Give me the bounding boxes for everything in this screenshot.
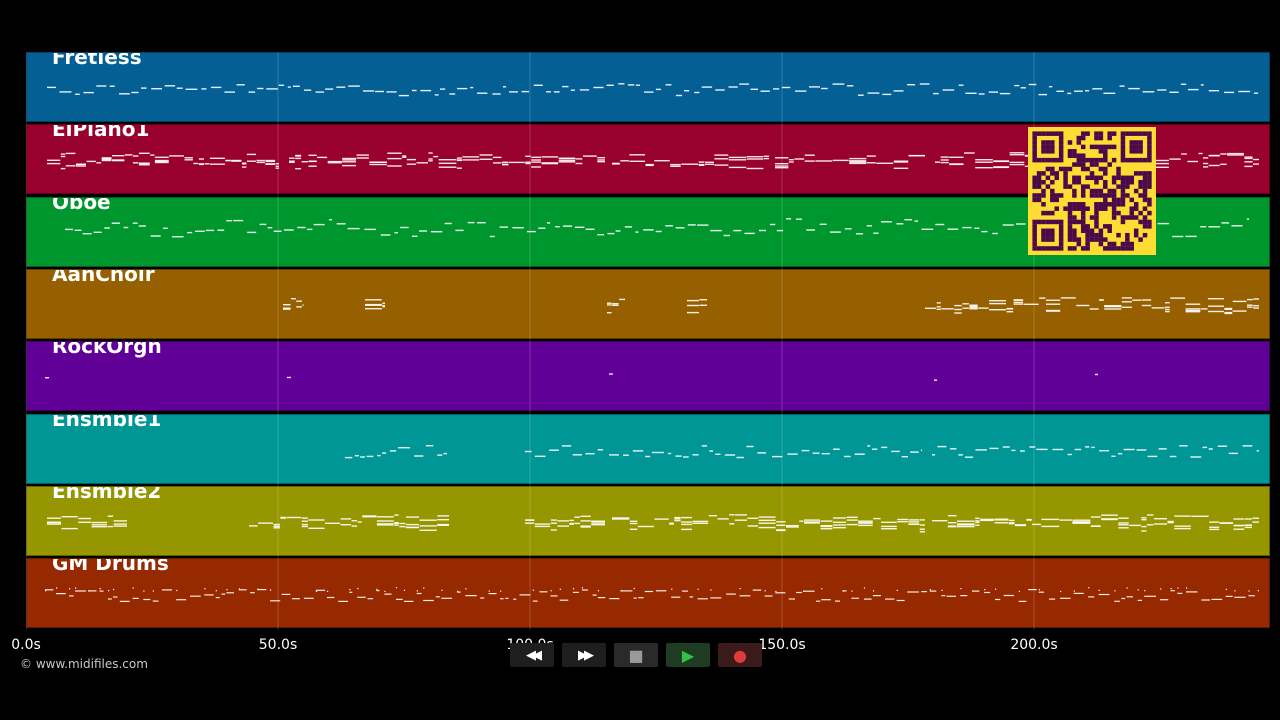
copyright-credit: © www.midifiles.com [20,657,148,671]
track-notes [47,513,1259,533]
track-name: Ensmble1 [52,413,162,431]
record-icon: ● [733,645,747,665]
fast-forward-button[interactable]: ▶▶ [562,643,606,667]
record-button[interactable]: ● [718,643,762,667]
axis-tick-label: 50.0s [258,637,298,653]
rewind-icon: ◀◀ [526,647,542,663]
track-lane: Ensmble2 [26,485,1270,556]
track-notes [47,83,1259,97]
play-button[interactable]: ▶ [666,643,710,667]
qr-code[interactable] [1028,127,1156,255]
axis-tick-label: 0.0s [11,637,41,653]
track-name: Oboe [52,196,111,214]
transport-controls: ◀◀ ▶▶ ■ ▶ ● [510,643,770,667]
stop-button[interactable]: ■ [614,643,658,667]
fast-forward-icon: ▶▶ [578,647,594,663]
track-name: AahChoir [52,268,155,286]
rewind-button[interactable]: ◀◀ [510,643,554,667]
track-lane: Fretless [26,52,1270,122]
track-name: Ensmble2 [52,485,162,503]
track-notes [45,587,1259,603]
track-notes [283,297,1259,314]
track-lane: GM Drums [26,558,1270,629]
play-icon: ▶ [681,645,695,665]
axis-tick-label: 150.0s [758,637,806,653]
track-lane: AahChoir [26,268,1270,339]
stop-icon: ■ [628,645,644,665]
track-lane: Ensmble1 [26,413,1270,484]
track-name: RockOrgn [52,341,162,359]
track-notes [345,444,1259,458]
track-name: ElPiano1 [52,124,150,142]
track-lane: RockOrgn [26,341,1270,412]
track-notes [45,373,1098,382]
axis-tick-label: 200.0s [1010,637,1058,653]
track-name: GM Drums [52,558,169,576]
track-name: Fretless [52,52,142,69]
